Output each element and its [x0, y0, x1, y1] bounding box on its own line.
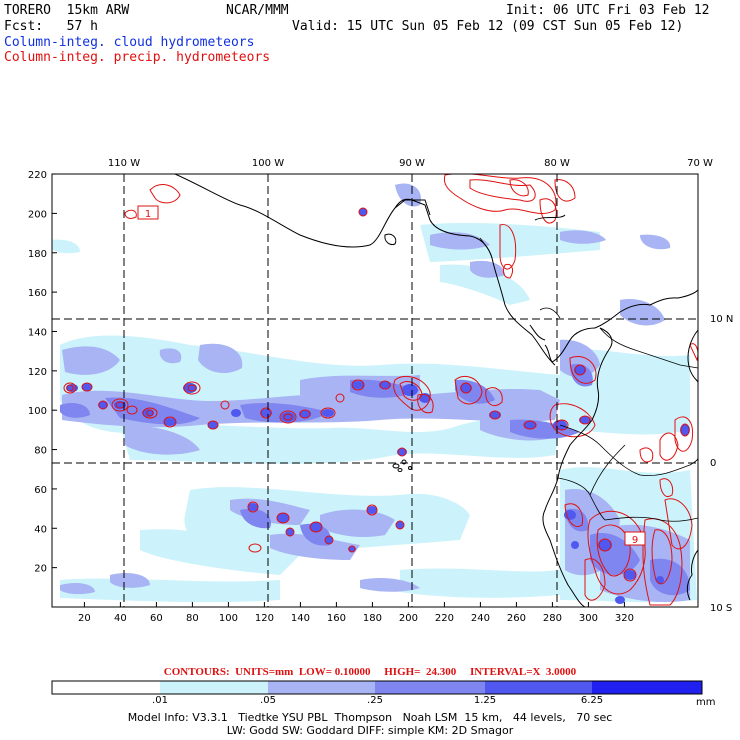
colorbar-swatch-0	[52, 681, 160, 694]
station-box-9-label: 9	[632, 535, 638, 546]
colorbar-label-625: 6.25	[580, 695, 604, 706]
lat-label-0: 0	[710, 458, 716, 469]
y-tick-label-220: 220	[28, 170, 47, 181]
y-tick-label-160: 160	[28, 288, 47, 299]
x-axis-labels: 20 40 60 80 100 120 140 160 180 200 220 240 260 280 30…	[78, 613, 634, 624]
x-tick-label-160: 160	[327, 613, 346, 624]
color-bar	[51, 680, 703, 695]
y-tick-label-80: 80	[34, 446, 47, 457]
lon-label-90w: 90 W	[399, 158, 425, 169]
field-precip-label: Column-integ. precip. hydrometeors	[4, 50, 271, 65]
field-cloud-label: Column-integ. cloud hydrometeors	[4, 35, 255, 50]
y-tick-label-180: 180	[28, 249, 47, 260]
station-box-9	[624, 531, 646, 546]
lat-label-10s: 10 S	[710, 603, 732, 614]
colorbar-units: mm	[696, 697, 716, 708]
x-tick-label-100: 100	[219, 613, 238, 624]
lat-label-10n: 10 N	[710, 314, 733, 325]
station-box-1	[137, 205, 159, 220]
longitude-labels: 110 W 100 W 90 W 80 W 70 W	[108, 158, 713, 169]
init-time: Init: 06 UTC Fri 03 Feb 12	[506, 3, 710, 18]
colorbar-swatch-1	[160, 681, 268, 694]
y-tick-label-40: 40	[34, 524, 47, 535]
contour-info: CONTOURS: UNITS=mm LOW= 0.10000 HIGH= 24…	[163, 666, 577, 678]
station-boxes: 1 9	[137, 205, 646, 546]
shaded-field	[52, 174, 698, 606]
axis-ticks	[52, 173, 625, 607]
x-tick-label-140: 140	[291, 613, 310, 624]
y-axis-labels: 20 40 60 80 100 120 140 160 180 200 220	[28, 170, 47, 575]
colorbar-label-25: .25	[367, 695, 383, 706]
y-tick-label-140: 140	[28, 327, 47, 338]
x-tick-label-200: 200	[399, 613, 418, 624]
x-tick-label-40: 40	[114, 613, 127, 624]
station-box-1-label: 1	[145, 209, 151, 220]
colorbar-label-125: 1.25	[473, 695, 497, 706]
colorbar-label-01: .01	[152, 695, 168, 706]
colorbar-swatch-5	[592, 681, 702, 694]
colorbar-frame	[51, 680, 703, 695]
y-tick-label-20: 20	[34, 564, 47, 575]
x-tick-label-280: 280	[543, 613, 562, 624]
coastlines	[174, 174, 698, 607]
x-tick-label-180: 180	[363, 613, 382, 624]
colorbar-swatch-4	[485, 681, 592, 694]
y-tick-label-200: 200	[28, 209, 47, 220]
graticule	[52, 174, 698, 607]
colorbar-swatch-2	[268, 681, 375, 694]
latitude-labels: 10 N 0 10 S	[710, 314, 733, 614]
model-title: TORERO 15km ARW	[4, 3, 130, 18]
lon-label-80w: 80 W	[544, 158, 570, 169]
x-tick-label-300: 300	[579, 613, 598, 624]
model-info-line2: LW: Godd SW: Goddard DIFF: simple KM: 2D…	[226, 724, 514, 737]
x-tick-label-80: 80	[186, 613, 199, 624]
lon-label-70w: 70 W	[687, 158, 713, 169]
colorbar-label-05: .05	[260, 695, 276, 706]
precip-contours	[63, 174, 698, 606]
lon-label-100w: 100 W	[252, 158, 284, 169]
valid-time: Valid: 15 UTC Sun 05 Feb 12 (09 CST Sun …	[292, 19, 684, 34]
model-info-line1: Model Info: V3.3.1 Tiedtke YSU PBL Thomp…	[127, 711, 613, 724]
x-tick-label-240: 240	[471, 613, 490, 624]
colorbar-swatch-3	[375, 681, 485, 694]
lon-label-110w: 110 W	[108, 158, 140, 169]
x-tick-label-260: 260	[507, 613, 526, 624]
forecast-hour: Fcst: 57 h	[4, 19, 98, 34]
y-tick-label-100: 100	[28, 406, 47, 417]
plot-frame	[51, 173, 699, 608]
x-tick-label-320: 320	[615, 613, 634, 624]
x-tick-label-60: 60	[150, 613, 163, 624]
y-tick-label-120: 120	[28, 367, 47, 378]
x-tick-label-20: 20	[78, 613, 91, 624]
y-tick-label-60: 60	[34, 485, 47, 496]
x-tick-label-220: 220	[435, 613, 454, 624]
x-tick-label-120: 120	[255, 613, 274, 624]
center-label: NCAR/MMM	[226, 3, 289, 18]
